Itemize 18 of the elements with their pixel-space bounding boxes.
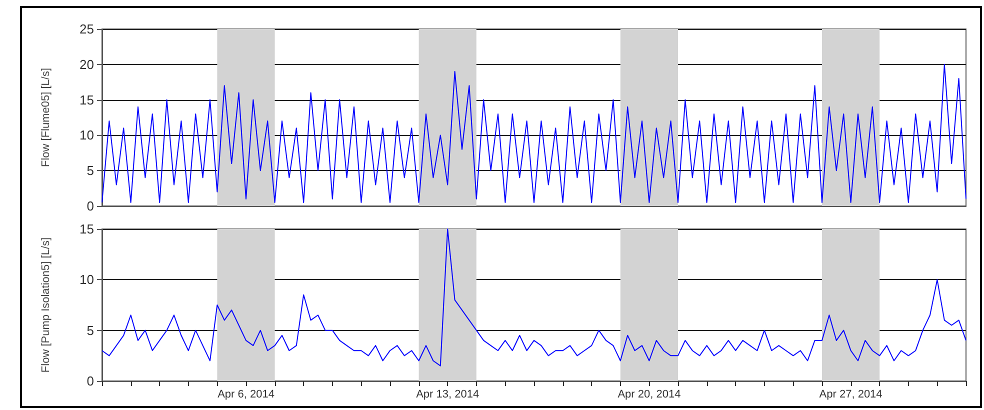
y-tick-label: 10 bbox=[80, 128, 94, 143]
line-series bbox=[102, 228, 966, 366]
y-tick-label: 5 bbox=[86, 322, 94, 338]
x-tick-label: Apr 6, 2014 bbox=[218, 388, 274, 400]
x-tick-label: Apr 27, 2014 bbox=[819, 388, 882, 400]
y-tick-label: 15 bbox=[80, 92, 94, 108]
y-tick-label: 5 bbox=[86, 163, 94, 178]
y-tick-label: 10 bbox=[80, 272, 94, 288]
y-tick-label: 25 bbox=[80, 22, 94, 36]
y-axis-title: Flow [Pump Isolation5] [L/s] bbox=[40, 237, 52, 373]
x-tick-label: Apr 13, 2014 bbox=[416, 388, 480, 400]
y-axis-title: Flow [Flume05] [L/s] bbox=[40, 68, 52, 168]
line-series bbox=[102, 64, 966, 203]
y-tick-label: 0 bbox=[86, 374, 94, 388]
y-tick-label: 15 bbox=[80, 222, 94, 236]
y-tick-label: 0 bbox=[86, 198, 94, 214]
y-tick-label: 20 bbox=[80, 56, 94, 72]
x-tick-label: Apr 20, 2014 bbox=[618, 388, 681, 400]
